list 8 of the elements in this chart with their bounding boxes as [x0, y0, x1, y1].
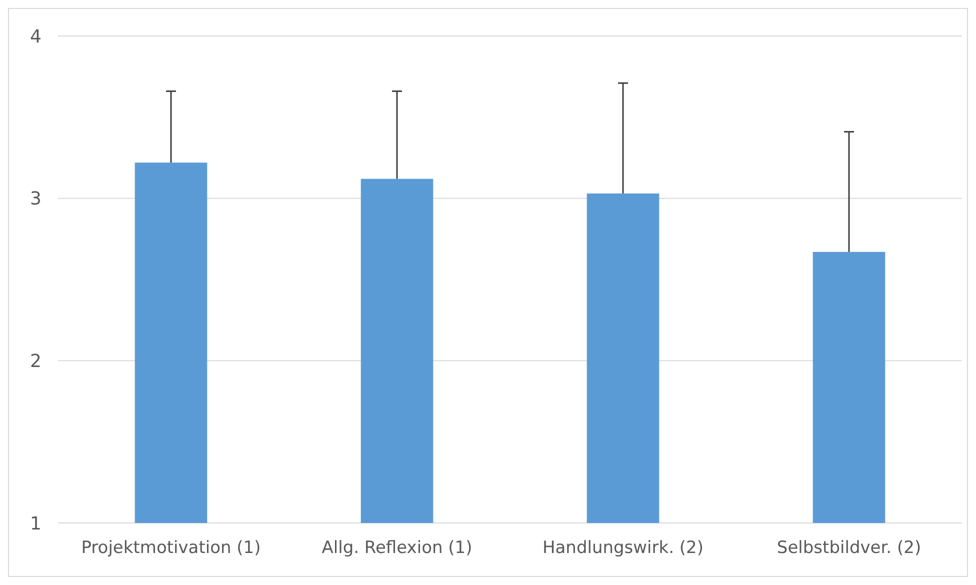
x-tick-label: Projektmotivation (1): [81, 538, 261, 558]
y-tick-label: 1: [30, 513, 42, 534]
y-tick-label: 2: [30, 350, 42, 372]
x-tick-label: Allg. Reflexion (1): [322, 538, 472, 558]
y-tick-label: 4: [30, 26, 42, 48]
x-tick-label: Handlungswirk. (2): [542, 538, 704, 558]
x-tick-label: Selbstbildver. (2): [776, 538, 922, 558]
y-tick-label: 3: [30, 188, 42, 210]
